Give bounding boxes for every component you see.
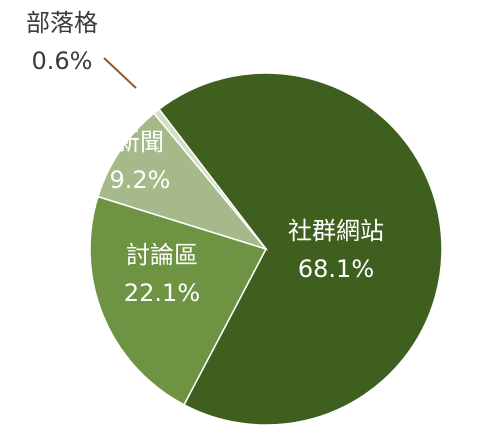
pie-slice (158, 72, 443, 426)
value-label: 22.1% (124, 279, 200, 307)
leader-line (103, 57, 137, 89)
value-label: 0.6% (32, 47, 93, 75)
pie-slice (97, 112, 269, 251)
slice-label: 社群網站 (288, 217, 384, 245)
pie-slice (89, 195, 268, 406)
value-label: 9.2% (110, 166, 171, 194)
pie-slice (152, 108, 267, 250)
slice-label: 部落格 (26, 9, 98, 37)
value-label: 68.1% (298, 255, 374, 283)
slice-label: 新聞 (116, 128, 164, 156)
slice-label: 討論區 (126, 241, 198, 269)
